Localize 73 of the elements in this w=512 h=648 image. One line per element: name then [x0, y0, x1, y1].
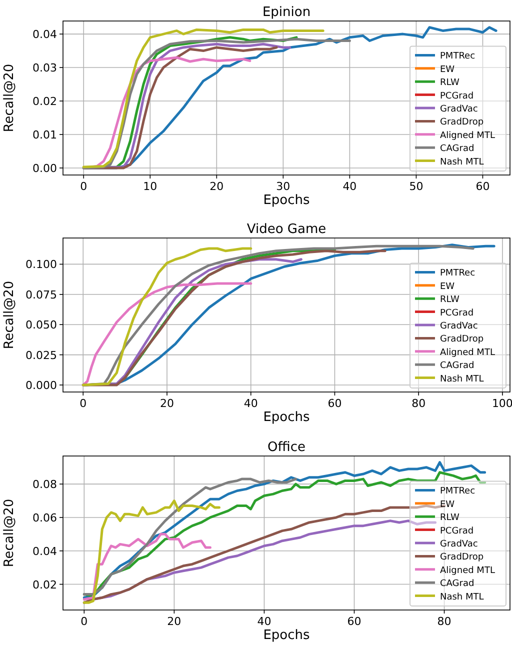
legend-label: PMTRec	[440, 268, 476, 279]
y-axis-title: Recall@20	[2, 280, 17, 350]
legend-label: GradVac	[440, 104, 478, 114]
x-axis-title: Epochs	[263, 628, 310, 643]
line-series	[82, 28, 324, 168]
legend-label: Nash MTL	[440, 157, 484, 168]
legend-label: CAGrad	[440, 579, 474, 590]
legend-label: PCGrad	[440, 308, 474, 318]
x-axis-title: Epochs	[263, 410, 310, 425]
legend-label: GradDrop	[440, 334, 484, 345]
line-series	[82, 500, 220, 604]
x-tick-label: 20	[167, 615, 182, 628]
line-series	[82, 247, 252, 386]
x-tick-label: 60	[476, 180, 490, 193]
y-tick-label: 0.100	[26, 258, 57, 272]
x-tick-label: 100	[492, 397, 512, 410]
legend-label: Nash MTL	[440, 592, 484, 602]
x-tick-label: 60	[347, 615, 362, 628]
legend-label: EW	[440, 500, 455, 510]
x-tick-label: 30	[276, 180, 290, 193]
x-tick-label: 40	[244, 397, 258, 410]
x-tick-label: 0	[80, 397, 87, 410]
legend-label: GradDrop	[440, 552, 484, 563]
y-tick-label: 0.04	[32, 544, 57, 558]
x-tick-label: 40	[257, 615, 272, 628]
x-tick-label: 50	[409, 180, 424, 193]
chart-title: Epinion	[262, 5, 311, 20]
legend-label: EW	[440, 64, 455, 75]
line-series	[82, 282, 252, 386]
y-tick-label: 0.050	[26, 318, 57, 332]
x-tick-label: 20	[160, 397, 174, 410]
legend-label: RLW	[440, 78, 460, 88]
y-tick-label: 0.01	[32, 128, 57, 142]
x-tick-label: 40	[342, 180, 357, 193]
y-tick-label: 0.000	[26, 378, 57, 392]
legend-label: EW	[440, 282, 455, 292]
legend-label: RLW	[440, 295, 460, 306]
x-tick-label: 0	[80, 615, 88, 628]
legend-label: GradVac	[440, 322, 478, 332]
legend-label: CAGrad	[440, 144, 474, 154]
legend-label: PMTRec	[440, 486, 476, 497]
y-axis-title: Recall@20	[2, 64, 17, 132]
legend-label: PMTRec	[440, 52, 476, 62]
x-tick-label: 0	[80, 180, 88, 193]
y-tick-label: 0.075	[26, 288, 57, 302]
legend-label: Nash MTL	[440, 374, 484, 384]
legend-label: Aligned MTL	[440, 130, 495, 141]
legend-label: RLW	[440, 513, 460, 524]
x-tick-label: 80	[437, 615, 452, 628]
legend-label: Aligned MTL	[440, 348, 495, 358]
y-axis-title: Recall@20	[2, 498, 17, 568]
legend-label: Aligned MTL	[440, 566, 495, 576]
legend-label: PCGrad	[440, 526, 474, 536]
chart-title: Video Game	[246, 222, 326, 237]
y-tick-label: 0.06	[32, 511, 57, 524]
y-tick-label: 0.00	[32, 162, 57, 175]
x-axis-title: Epochs	[263, 193, 310, 208]
y-tick-label: 0.02	[32, 578, 57, 592]
y-tick-label: 0.08	[32, 478, 57, 492]
x-tick-label: 80	[412, 397, 426, 410]
legend-label: CAGrad	[440, 361, 474, 372]
x-tick-label: 20	[210, 180, 224, 193]
x-tick-label: 10	[143, 180, 158, 193]
y-tick-label: 0.03	[32, 62, 57, 75]
legend-label: GradDrop	[440, 118, 484, 128]
y-tick-label: 0.02	[32, 95, 57, 108]
legend-label: PCGrad	[440, 91, 474, 102]
line-series	[82, 478, 297, 596]
chart-title: Office	[268, 440, 306, 455]
y-tick-label: 0.025	[26, 348, 57, 362]
x-tick-label: 60	[328, 397, 342, 410]
legend-label: GradVac	[440, 540, 478, 550]
y-tick-label: 0.04	[32, 28, 57, 42]
